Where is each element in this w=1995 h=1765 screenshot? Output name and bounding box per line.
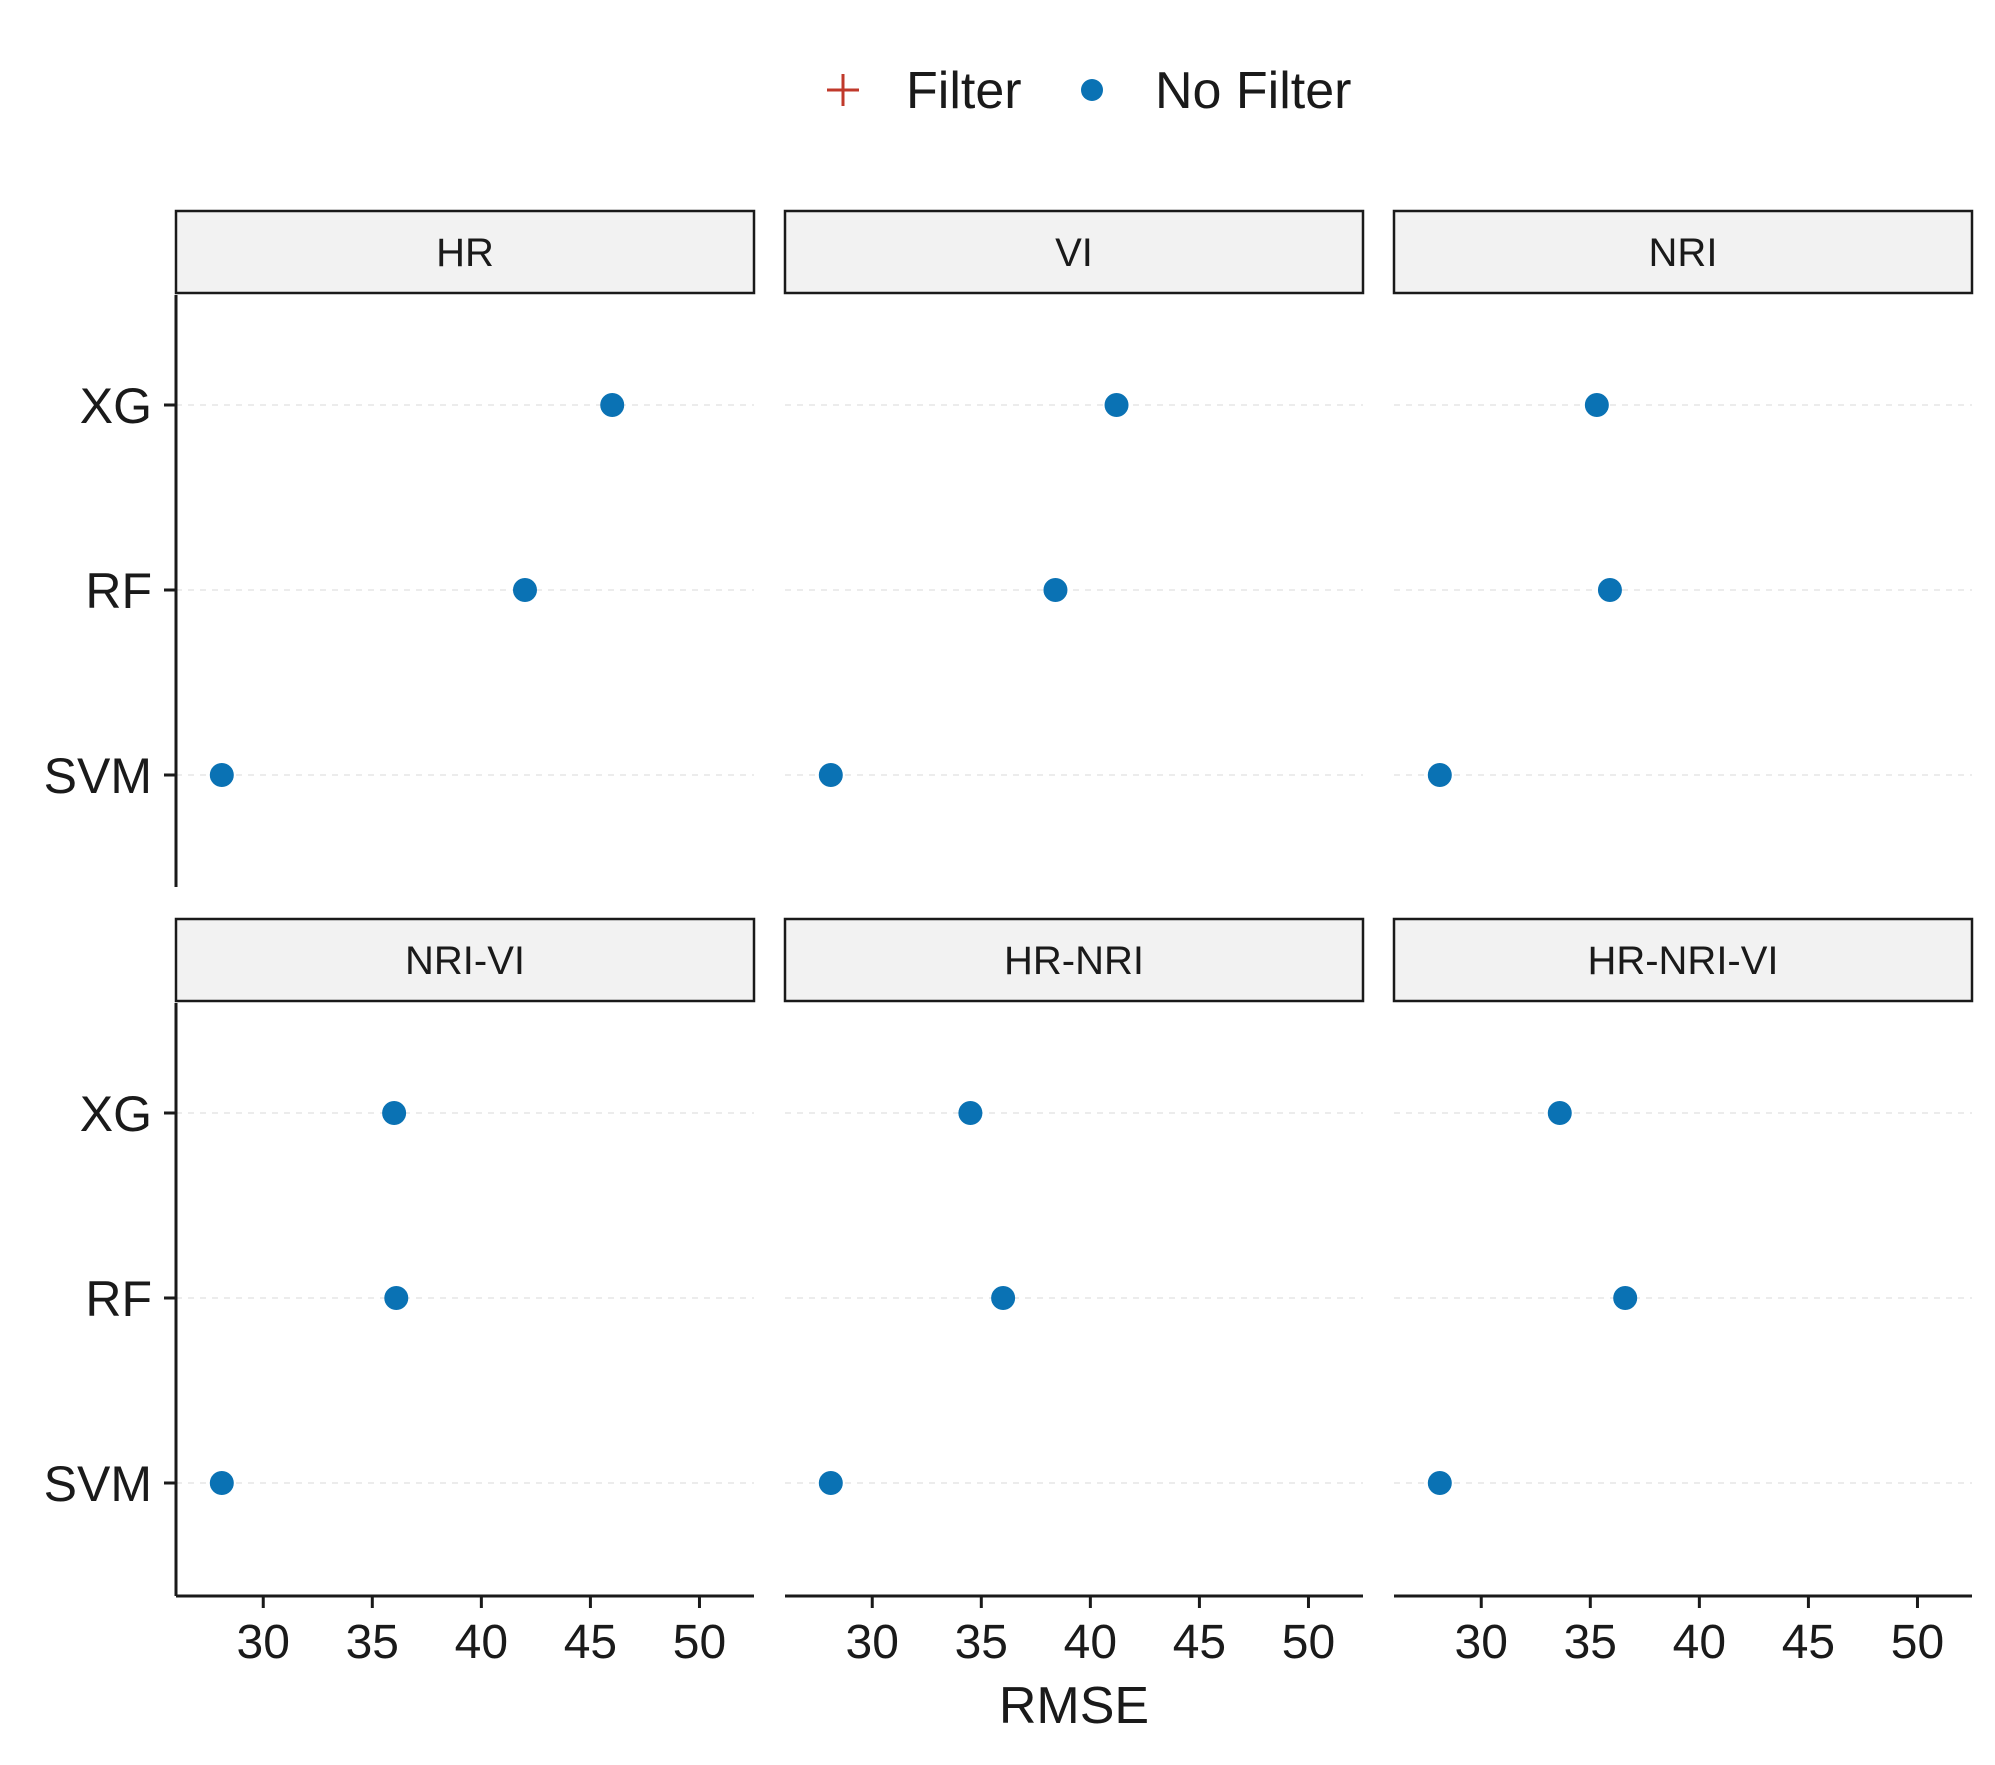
data-point-rf [512, 578, 537, 602]
data-point-xg [382, 1101, 407, 1125]
y-tick-label: RF [85, 1271, 152, 1327]
x-tick-label: 35 [955, 1616, 1008, 1669]
data-point-xg [1104, 393, 1129, 417]
legend: Filter No Filter [827, 62, 1351, 120]
legend-item-no-filter: No Filter [1081, 62, 1351, 120]
x-tick-label: 30 [237, 1616, 290, 1669]
y-tick-label: XG [80, 378, 152, 434]
facet-strip-label: HR-NRI-VI [1587, 939, 1778, 983]
facet-strip [1392, 209, 1974, 295]
x-tick-label: 40 [1064, 1616, 1117, 1669]
y-tick-label: XG [80, 1086, 152, 1142]
x-tick-label: 50 [1891, 1616, 1944, 1669]
data-point-svm [209, 763, 234, 787]
x-tick-label: 50 [1282, 1616, 1335, 1669]
data-point-xg [1547, 1101, 1572, 1125]
x-tick-label: 45 [1173, 1616, 1226, 1669]
x-axis-title: RMSE [999, 1677, 1149, 1735]
data-point-svm [1427, 763, 1452, 787]
y-tick-label: SVM [44, 748, 152, 804]
x-tick-label: 45 [564, 1616, 617, 1669]
y-tick-label: SVM [44, 1456, 152, 1512]
x-tick-label: 50 [673, 1616, 726, 1669]
facet-panel-hr-nri: HR-NRI 30 35 40 45 50 [783, 917, 1365, 1669]
facet-strip-label: HR [436, 231, 494, 275]
x-tick-label: 30 [1455, 1616, 1508, 1669]
facet-strip-label: VI [1055, 231, 1093, 275]
legend-item-filter: Filter [827, 62, 1022, 120]
data-point-rf [384, 1286, 409, 1310]
data-point-rf [1043, 578, 1068, 602]
data-point-xg [600, 393, 625, 417]
data-point-svm [1427, 1471, 1452, 1495]
data-point-rf [1597, 578, 1622, 602]
x-tick-label: 35 [1564, 1616, 1617, 1669]
data-point-xg [958, 1101, 983, 1125]
facet-strip [174, 917, 756, 1003]
x-tick-label: 40 [455, 1616, 508, 1669]
data-point-svm [818, 763, 843, 787]
x-tick-label: 45 [1782, 1616, 1835, 1669]
facet-strip [174, 209, 756, 295]
facet-strip [783, 209, 1365, 295]
legend-marker-circle [1081, 79, 1103, 101]
y-tick-label: RF [85, 563, 152, 619]
data-point-rf [1613, 1286, 1638, 1310]
data-point-svm [209, 1471, 234, 1495]
facet-strip-label: NRI [1649, 231, 1718, 275]
x-tick-label: 35 [346, 1616, 399, 1669]
facet-panel-vi: VI [783, 209, 1365, 787]
x-tick-label: 40 [1673, 1616, 1726, 1669]
legend-label: Filter [906, 62, 1022, 120]
data-point-xg [1584, 393, 1609, 417]
legend-label: No Filter [1155, 62, 1351, 120]
data-point-svm [818, 1471, 843, 1495]
facet-panel-hr-nri-vi: HR-NRI-VI 30 35 40 45 50 [1392, 917, 1974, 1669]
facet-panel-nri: NRI [1392, 209, 1974, 787]
legend-marker-plus [827, 74, 859, 106]
data-point-rf [991, 1286, 1016, 1310]
facet-strip-label: NRI-VI [405, 939, 525, 983]
facet-panel-nri-vi: NRI-VI XG RF SVM 30 35 40 45 50 [44, 917, 756, 1669]
facet-strip [1392, 917, 1974, 1003]
facet-strip-label: HR-NRI [1004, 939, 1144, 983]
facet-strip [783, 917, 1365, 1003]
facet-panel-hr: HR XG RF SVM [44, 209, 756, 887]
x-tick-label: 30 [846, 1616, 899, 1669]
